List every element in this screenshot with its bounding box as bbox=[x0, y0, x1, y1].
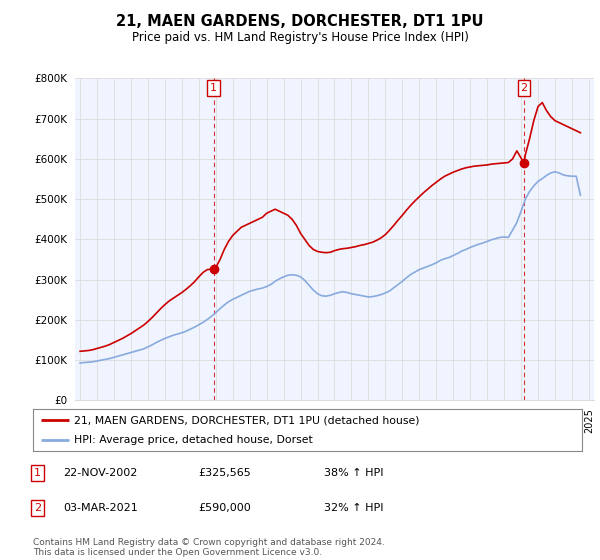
Text: 1: 1 bbox=[34, 468, 41, 478]
Text: Price paid vs. HM Land Registry's House Price Index (HPI): Price paid vs. HM Land Registry's House … bbox=[131, 31, 469, 44]
Text: £325,565: £325,565 bbox=[198, 468, 251, 478]
Text: 22-NOV-2002: 22-NOV-2002 bbox=[63, 468, 137, 478]
Text: £590,000: £590,000 bbox=[198, 503, 251, 513]
Text: 2: 2 bbox=[34, 503, 41, 513]
Text: 21, MAEN GARDENS, DORCHESTER, DT1 1PU (detached house): 21, MAEN GARDENS, DORCHESTER, DT1 1PU (d… bbox=[74, 415, 419, 425]
Text: 1: 1 bbox=[210, 83, 217, 93]
Text: Contains HM Land Registry data © Crown copyright and database right 2024.
This d: Contains HM Land Registry data © Crown c… bbox=[33, 538, 385, 557]
Text: 38% ↑ HPI: 38% ↑ HPI bbox=[324, 468, 383, 478]
Text: 21, MAEN GARDENS, DORCHESTER, DT1 1PU: 21, MAEN GARDENS, DORCHESTER, DT1 1PU bbox=[116, 14, 484, 29]
Text: 03-MAR-2021: 03-MAR-2021 bbox=[63, 503, 138, 513]
Text: 32% ↑ HPI: 32% ↑ HPI bbox=[324, 503, 383, 513]
Text: HPI: Average price, detached house, Dorset: HPI: Average price, detached house, Dors… bbox=[74, 435, 313, 445]
Text: 2: 2 bbox=[520, 83, 527, 93]
